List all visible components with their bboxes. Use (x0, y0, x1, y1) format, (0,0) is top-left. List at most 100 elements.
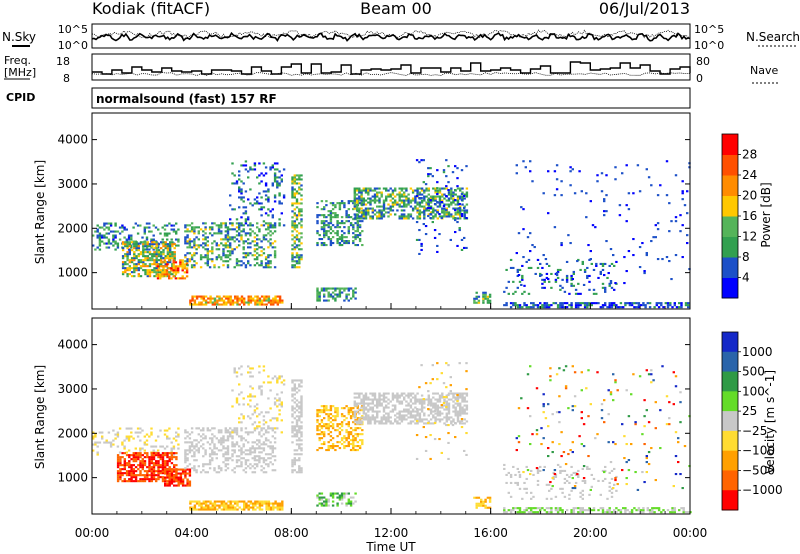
scatter-cell (559, 268, 562, 271)
scatter-cell (175, 470, 178, 473)
scatter-cell (355, 422, 359, 425)
scatter-cell (119, 462, 122, 465)
scatter-cell (334, 297, 337, 300)
scatter-cell (166, 267, 170, 270)
scatter-cell (199, 445, 203, 448)
scatter-cell (338, 293, 342, 296)
scatter-cell (224, 457, 227, 460)
scatter-cell (358, 187, 361, 190)
scatter-cell (244, 471, 248, 474)
scatter-cell (356, 244, 359, 247)
scatter-cell (407, 396, 410, 399)
scatter-cell (267, 502, 271, 505)
scatter-cell (454, 410, 457, 413)
scatter-cell (454, 231, 457, 234)
scatter-cell (334, 206, 337, 209)
scatter-cell (427, 402, 430, 405)
scatter-cell (114, 437, 117, 440)
scatter-cell (516, 467, 519, 470)
scatter-cell (396, 400, 399, 403)
scatter-cell (222, 303, 226, 306)
scatter-cell (477, 504, 481, 507)
scatter-cell (260, 254, 263, 257)
scatter-cell (336, 238, 339, 241)
scatter-cell (152, 449, 155, 452)
scatter-cell (369, 215, 372, 218)
scatter-cell (329, 202, 333, 205)
scatter-cell (168, 427, 171, 430)
scatter-cell (380, 211, 383, 214)
scatter-cell (343, 437, 346, 440)
scatter-cell (231, 506, 235, 509)
scatter-cell (225, 303, 228, 306)
scatter-cell (151, 271, 154, 274)
scatter-cell (654, 224, 657, 227)
scatter-cell (168, 480, 171, 483)
scatter-cell (438, 418, 442, 421)
scatter-cell (391, 398, 395, 401)
scatter-cell (443, 211, 446, 214)
scatter-cell (556, 507, 560, 510)
scatter-cell (438, 215, 442, 218)
scatter-cell (190, 264, 194, 267)
scatter-cell (512, 509, 515, 512)
scatter-cell (568, 304, 571, 307)
scatter-cell (265, 303, 268, 306)
scatter-cell (418, 414, 422, 417)
scatter-cell (329, 417, 333, 420)
scatter-cell (541, 507, 544, 510)
scatter-cell (171, 257, 174, 260)
scatter-cell (256, 196, 259, 199)
scatter-cell (409, 406, 413, 409)
scatter-cell (177, 240, 180, 243)
scatter-cell (559, 487, 562, 490)
scatter-cell (613, 302, 616, 305)
scatter-cell (532, 495, 535, 498)
scatter-cell (206, 471, 209, 474)
scatter-cell (173, 456, 176, 459)
scatter-cell (604, 288, 607, 291)
scatter-cell (298, 254, 301, 257)
scatter-cell (155, 480, 158, 483)
scatter-cell (244, 427, 248, 430)
scatter-cell (211, 248, 214, 251)
scatter-cell (345, 240, 348, 243)
scatter-cell (123, 478, 126, 481)
scatter-cell (238, 260, 241, 263)
scatter-cell (133, 251, 136, 254)
scatter-cell (231, 431, 234, 434)
scatter-cell (260, 202, 263, 205)
scatter-cell (343, 496, 346, 499)
scatter-cell (391, 209, 395, 212)
scatter-cell (271, 246, 274, 249)
scatter-cell (432, 217, 435, 220)
scatter-cell (159, 232, 162, 235)
scatter-cell (128, 243, 131, 246)
scatter-cell (157, 470, 160, 473)
scatter-cell (450, 416, 453, 419)
scatter-cell (376, 215, 379, 218)
scatter-cell (193, 238, 196, 241)
scatter-cell (447, 402, 451, 405)
scatter-cell (482, 299, 485, 302)
scatter-cell (293, 256, 296, 259)
scatter-cell (331, 224, 335, 227)
scatter-cell (378, 201, 381, 204)
scatter-cell (583, 268, 587, 271)
scatter-cell (229, 236, 232, 239)
scatter-cell (168, 482, 171, 485)
scatter-cell (155, 267, 158, 270)
scatter-cell (206, 463, 209, 466)
scatter-cell (258, 228, 261, 231)
scatter-cell (233, 240, 236, 243)
scatter-cell (208, 258, 212, 261)
scatter-cell (224, 222, 227, 225)
scatter-cell (251, 445, 254, 448)
scatter-cell (429, 173, 432, 176)
scatter-cell (204, 506, 208, 509)
scatter-cell (273, 266, 277, 269)
scatter-cell (514, 507, 517, 510)
scatter-cell (367, 418, 370, 421)
scatter-cell (258, 182, 261, 185)
scatter-cell (525, 507, 528, 510)
